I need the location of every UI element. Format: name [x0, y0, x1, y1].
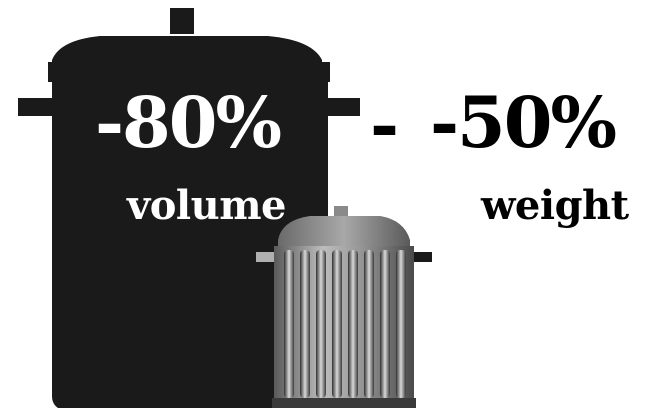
large-trash-can-icon: [18, 8, 360, 408]
separator-dash: -: [370, 83, 400, 166]
weight-reduction-value: -50%: [430, 81, 617, 164]
volume-label: volume: [127, 182, 286, 229]
small-trash-can-icon: [256, 206, 432, 408]
weight-label: weight: [481, 182, 629, 229]
volume-reduction-value: -80%: [95, 81, 282, 164]
